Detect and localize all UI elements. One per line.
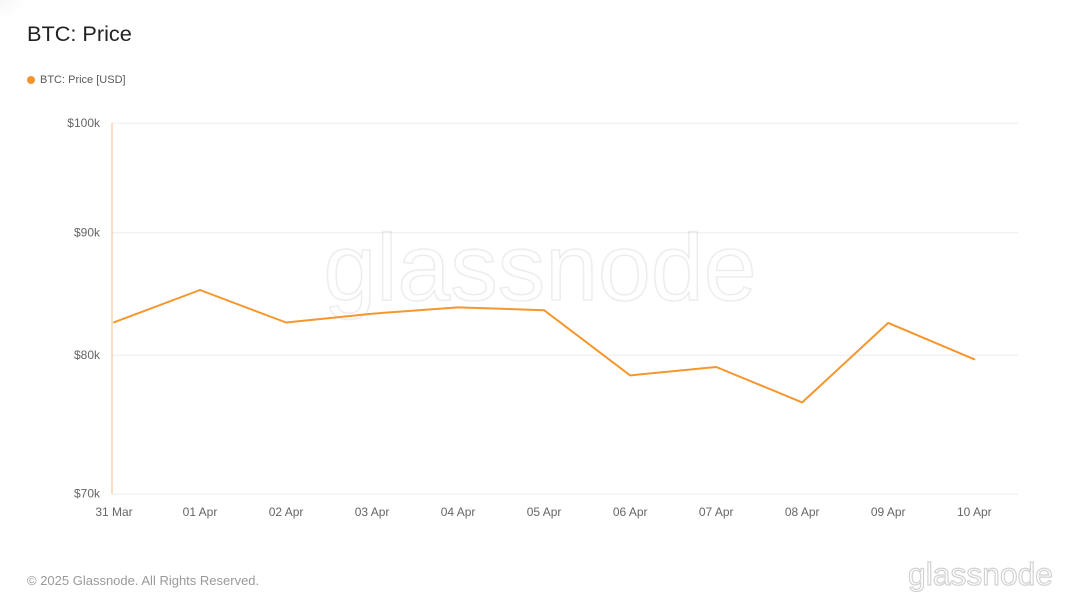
svg-text:$70k: $70k bbox=[74, 487, 101, 501]
svg-text:$90k: $90k bbox=[74, 226, 101, 240]
svg-text:02 Apr: 02 Apr bbox=[269, 505, 304, 519]
svg-text:$80k: $80k bbox=[74, 348, 101, 362]
svg-text:31 Mar: 31 Mar bbox=[95, 505, 132, 519]
svg-text:03 Apr: 03 Apr bbox=[355, 505, 390, 519]
svg-text:05 Apr: 05 Apr bbox=[527, 505, 562, 519]
svg-text:glassnode: glassnode bbox=[908, 559, 1053, 592]
svg-text:08 Apr: 08 Apr bbox=[785, 505, 820, 519]
svg-text:$100k: $100k bbox=[67, 116, 101, 130]
svg-text:01 Apr: 01 Apr bbox=[183, 505, 218, 519]
svg-text:09 Apr: 09 Apr bbox=[871, 505, 906, 519]
svg-text:10 Apr: 10 Apr bbox=[957, 505, 992, 519]
svg-text:06 Apr: 06 Apr bbox=[613, 505, 648, 519]
svg-text:glassnode: glassnode bbox=[323, 215, 756, 321]
svg-text:04 Apr: 04 Apr bbox=[441, 505, 476, 519]
svg-text:07 Apr: 07 Apr bbox=[699, 505, 734, 519]
